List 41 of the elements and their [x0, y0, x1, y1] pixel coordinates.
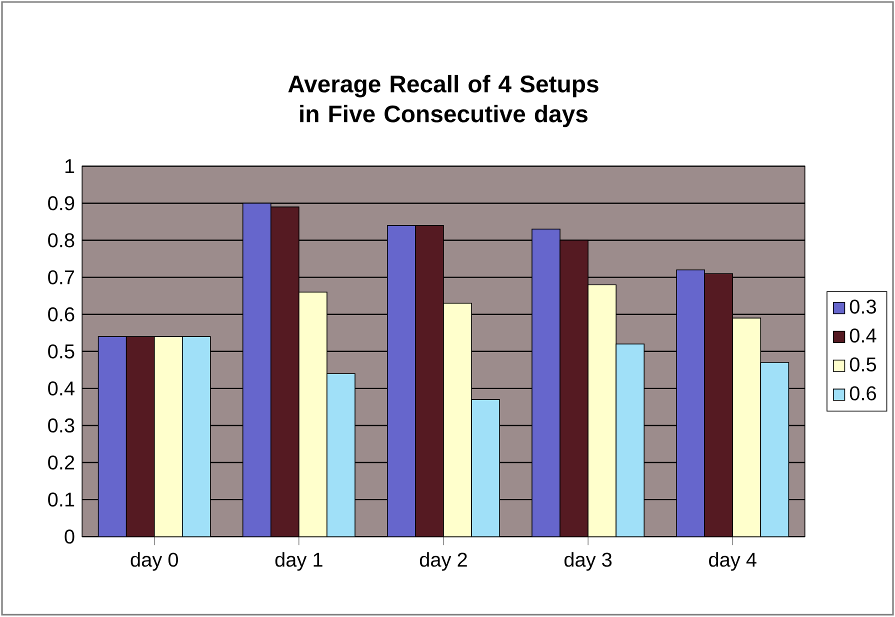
bar: [732, 318, 762, 537]
bar: [532, 229, 560, 537]
y-tick-label: 0: [64, 530, 74, 544]
bar: [126, 336, 154, 537]
y-tick-label: 0.9: [48, 196, 74, 210]
bar: [154, 336, 182, 537]
bar: [588, 284, 616, 537]
x-tick-label: day 0: [130, 552, 178, 571]
bar: [270, 207, 299, 537]
bar: [387, 226, 416, 537]
y-tick-label: 0.5: [48, 344, 74, 359]
y-tick-label: 0.6: [48, 307, 74, 322]
bar: [472, 400, 500, 537]
legend-label: 0.3: [850, 300, 876, 314]
y-tick-label: 0.8: [48, 233, 74, 248]
y-tick-label: 0.7: [48, 270, 74, 285]
bar: [443, 303, 472, 537]
bar: [182, 336, 210, 537]
bar: [616, 344, 644, 537]
x-tick-label: day 2: [420, 552, 467, 571]
bar: [298, 292, 327, 537]
x-tick-label: day 4: [709, 552, 756, 571]
x-tick-label: day 3: [564, 552, 612, 571]
legend-label: 0.5: [850, 358, 876, 372]
x-tick-label: day 1: [275, 552, 322, 571]
bar: [98, 336, 126, 537]
bar: [415, 226, 444, 537]
y-tick-label: 0.4: [48, 382, 74, 396]
y-tick-label: 0.3: [48, 418, 74, 433]
bar: [704, 273, 734, 537]
bar: [326, 374, 355, 537]
legend-label: 0.4: [850, 328, 876, 343]
bar: [242, 203, 271, 537]
bar: [560, 240, 588, 537]
legend-label: 0.6: [850, 386, 876, 401]
bar: [676, 270, 705, 537]
y-tick-label: 0.1: [48, 492, 74, 507]
chart-title: Average Recall of 4 Setups in Five Consecutive days: [288, 75, 598, 128]
bar: [760, 362, 790, 537]
y-tick-label: 1: [65, 159, 74, 174]
y-tick-label: 0.2: [48, 456, 74, 470]
